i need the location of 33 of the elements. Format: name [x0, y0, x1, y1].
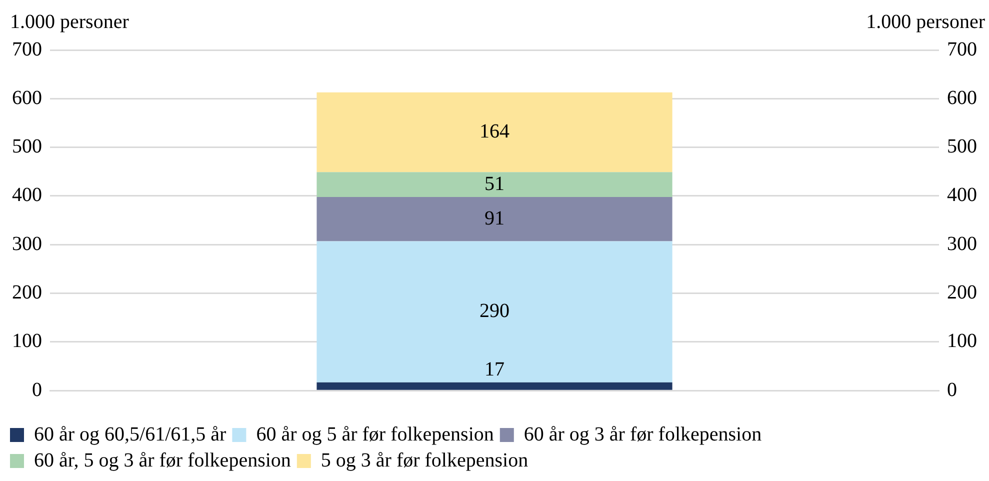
- legend-label: 5 og 3 år før folkepension: [320, 449, 528, 472]
- y-tick-label: 0: [32, 378, 42, 401]
- data-label: 17: [484, 358, 504, 381]
- y-tick-label: 400: [12, 184, 42, 206]
- y2-tick-label: 0: [947, 378, 957, 401]
- bar: [316, 196, 672, 242]
- data-label: 91: [484, 207, 504, 230]
- y-tick-label: 700: [12, 38, 42, 60]
- y-tick-label: 500: [12, 136, 42, 158]
- bar: [316, 241, 672, 382]
- y2-tick-label: 700: [947, 38, 977, 60]
- data-label: 51: [484, 172, 504, 195]
- y-axis-title: 1.000 personer: [10, 11, 130, 33]
- bar: [316, 92, 672, 172]
- bar: [316, 382, 672, 390]
- bar: [316, 172, 672, 197]
- y-tick-label: 200: [12, 282, 42, 304]
- legend-label: 60 år og 5 år før folkepension: [256, 423, 494, 446]
- data-label: 290: [480, 300, 510, 322]
- y-tick-label: 300: [12, 232, 42, 255]
- y2-tick-label: 600: [947, 86, 977, 109]
- y2-tick-label: 500: [947, 136, 977, 158]
- y-tick-label: 600: [12, 86, 42, 109]
- y2-tick-label: 300: [947, 232, 977, 255]
- y2-axis-title: 1.000 personer: [866, 11, 986, 33]
- legend-label: 60 år og 60,5/61/61,5 år: [34, 423, 227, 446]
- y2-tick-label: 200: [947, 282, 977, 304]
- legend-label: 60 år, 5 og 3 år før folkepension: [34, 449, 291, 472]
- y2-tick-label: 400: [947, 184, 977, 206]
- y-tick-label: 100: [12, 330, 42, 352]
- data-label: 164: [480, 120, 510, 142]
- legend-label: 60 år og 3 år før folkepension: [524, 423, 762, 446]
- y2-tick-label: 100: [947, 330, 977, 352]
